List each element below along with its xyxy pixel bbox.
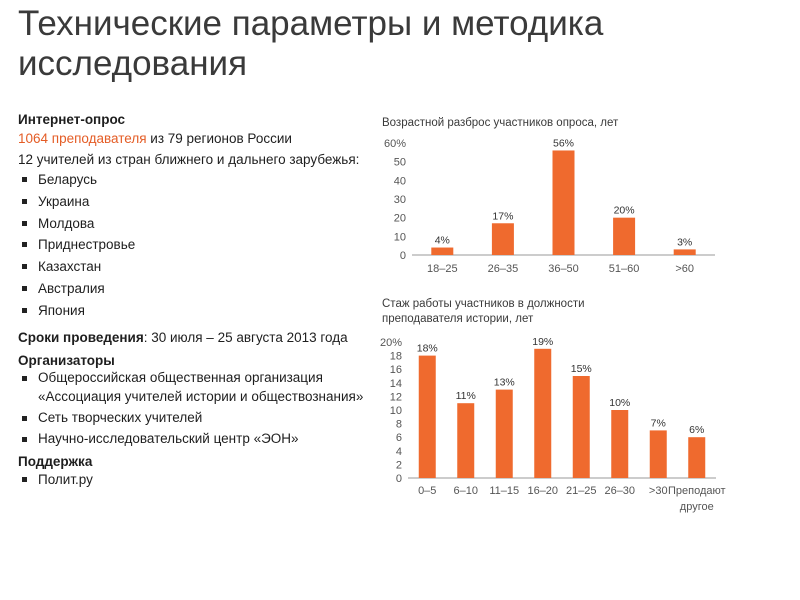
bar: [611, 410, 629, 478]
age-chart-title: Возрастной разброс участников опроса, ле…: [382, 117, 619, 129]
data-label: 20%: [614, 205, 635, 217]
organizers-list: Общероссийская общественная организация …: [18, 368, 368, 448]
bar: [431, 247, 454, 255]
bar: [495, 389, 513, 478]
list-item: Научно-исследовательский центр «ЭОН»: [18, 429, 368, 448]
y-tick-label: 2: [396, 459, 402, 471]
data-label: 15%: [571, 363, 592, 375]
list-item: Украина: [18, 191, 368, 213]
bar: [673, 249, 696, 255]
y-tick-label: 18: [390, 351, 402, 363]
y-tick-label: 4: [396, 446, 402, 458]
x-tick-label: 16–20: [527, 485, 558, 497]
y-tick-label: 40: [394, 175, 406, 187]
period-line: Сроки проведения: 30 июля – 25 августа 2…: [18, 328, 368, 347]
y-tick-label: 0: [396, 473, 402, 485]
list-item: Беларусь: [18, 169, 368, 191]
data-label: 4%: [435, 235, 450, 247]
bar: [649, 430, 667, 478]
organizers-heading: Организаторы: [18, 352, 115, 368]
y-tick-label: 20%: [380, 337, 402, 349]
list-item: Приднестровье: [18, 234, 368, 256]
x-tick-label: 36–50: [548, 263, 579, 275]
list-item: Полит.ру: [18, 469, 368, 491]
data-label: 6%: [689, 424, 704, 436]
x-tick-label: 26–35: [488, 263, 519, 275]
bar: [457, 403, 475, 478]
data-label: 10%: [609, 397, 630, 409]
y-tick-label: 60%: [384, 138, 406, 150]
list-item: Общероссийская общественная организация …: [18, 368, 368, 406]
support-heading: Поддержка: [18, 453, 93, 469]
bar: [688, 437, 706, 478]
survey-heading: Интернет-опрос: [18, 112, 126, 127]
data-label: 13%: [494, 377, 515, 389]
data-label: 3%: [677, 236, 692, 248]
data-label: 11%: [456, 390, 476, 402]
x-tick-label: 0–5: [418, 485, 436, 497]
y-tick-label: 50: [394, 157, 406, 169]
y-tick-label: 10: [394, 231, 406, 243]
data-label: 18%: [417, 343, 438, 355]
bar: [491, 223, 514, 255]
data-label: 19%: [532, 336, 553, 348]
foreign-line: 12 учителей из стран ближнего и дальнего…: [18, 152, 360, 167]
period-value: : 30 июля – 25 августа 2013 года: [143, 329, 348, 345]
list-item: Япония: [18, 300, 368, 322]
x-tick-label: 51–60: [609, 263, 640, 275]
y-tick-label: 16: [390, 364, 402, 376]
x-tick-label: 26–30: [604, 485, 635, 497]
teachers-rest: из 79 регионов России: [146, 131, 292, 146]
countries-list: Беларусь Украина Молдова Приднестровье К…: [18, 169, 368, 322]
list-item: Казахстан: [18, 256, 368, 278]
x-tick-label: другое: [680, 501, 714, 513]
x-tick-label: >60: [675, 263, 694, 275]
list-item: Сеть творческих учителей: [18, 408, 368, 427]
y-tick-label: 30: [394, 194, 406, 206]
y-tick-label: 20: [394, 213, 406, 225]
period-label: Сроки проведения: [18, 329, 144, 345]
y-tick-label: 12: [390, 391, 402, 403]
bar: [552, 150, 575, 255]
page-title: Технические параметры и методика исследо…: [18, 4, 604, 83]
list-item: Молдова: [18, 213, 368, 235]
bar: [534, 348, 552, 478]
support-list: Полит.ру: [18, 469, 368, 491]
x-tick-label: 18–25: [427, 263, 458, 275]
x-tick-label: >30: [649, 485, 668, 497]
y-tick-label: 10: [390, 405, 402, 417]
bar: [418, 355, 436, 478]
bar: [572, 376, 590, 478]
x-tick-label: Преподают: [668, 485, 726, 497]
data-label: 17%: [492, 210, 513, 222]
y-tick-label: 6: [396, 432, 402, 444]
survey-info: Интернет-опрос 1064 преподавателя из 79 …: [18, 112, 368, 490]
experience-chart-title: Стаж работы участников в должности препо…: [382, 298, 585, 325]
x-tick-label: 21–25: [566, 485, 597, 497]
y-tick-label: 8: [396, 419, 402, 431]
bar: [613, 217, 636, 255]
y-tick-label: 0: [400, 250, 406, 262]
teachers-line: 1064 преподавателя из 79 регионов России: [18, 129, 368, 148]
x-tick-label: 11–15: [489, 485, 519, 497]
y-tick-label: 14: [390, 378, 402, 390]
data-label: 7%: [651, 417, 666, 429]
teachers-highlight: 1064 преподавателя: [18, 131, 147, 146]
list-item: Австралия: [18, 278, 368, 300]
x-tick-label: 6–10: [454, 485, 478, 497]
data-label: 56%: [553, 137, 574, 149]
